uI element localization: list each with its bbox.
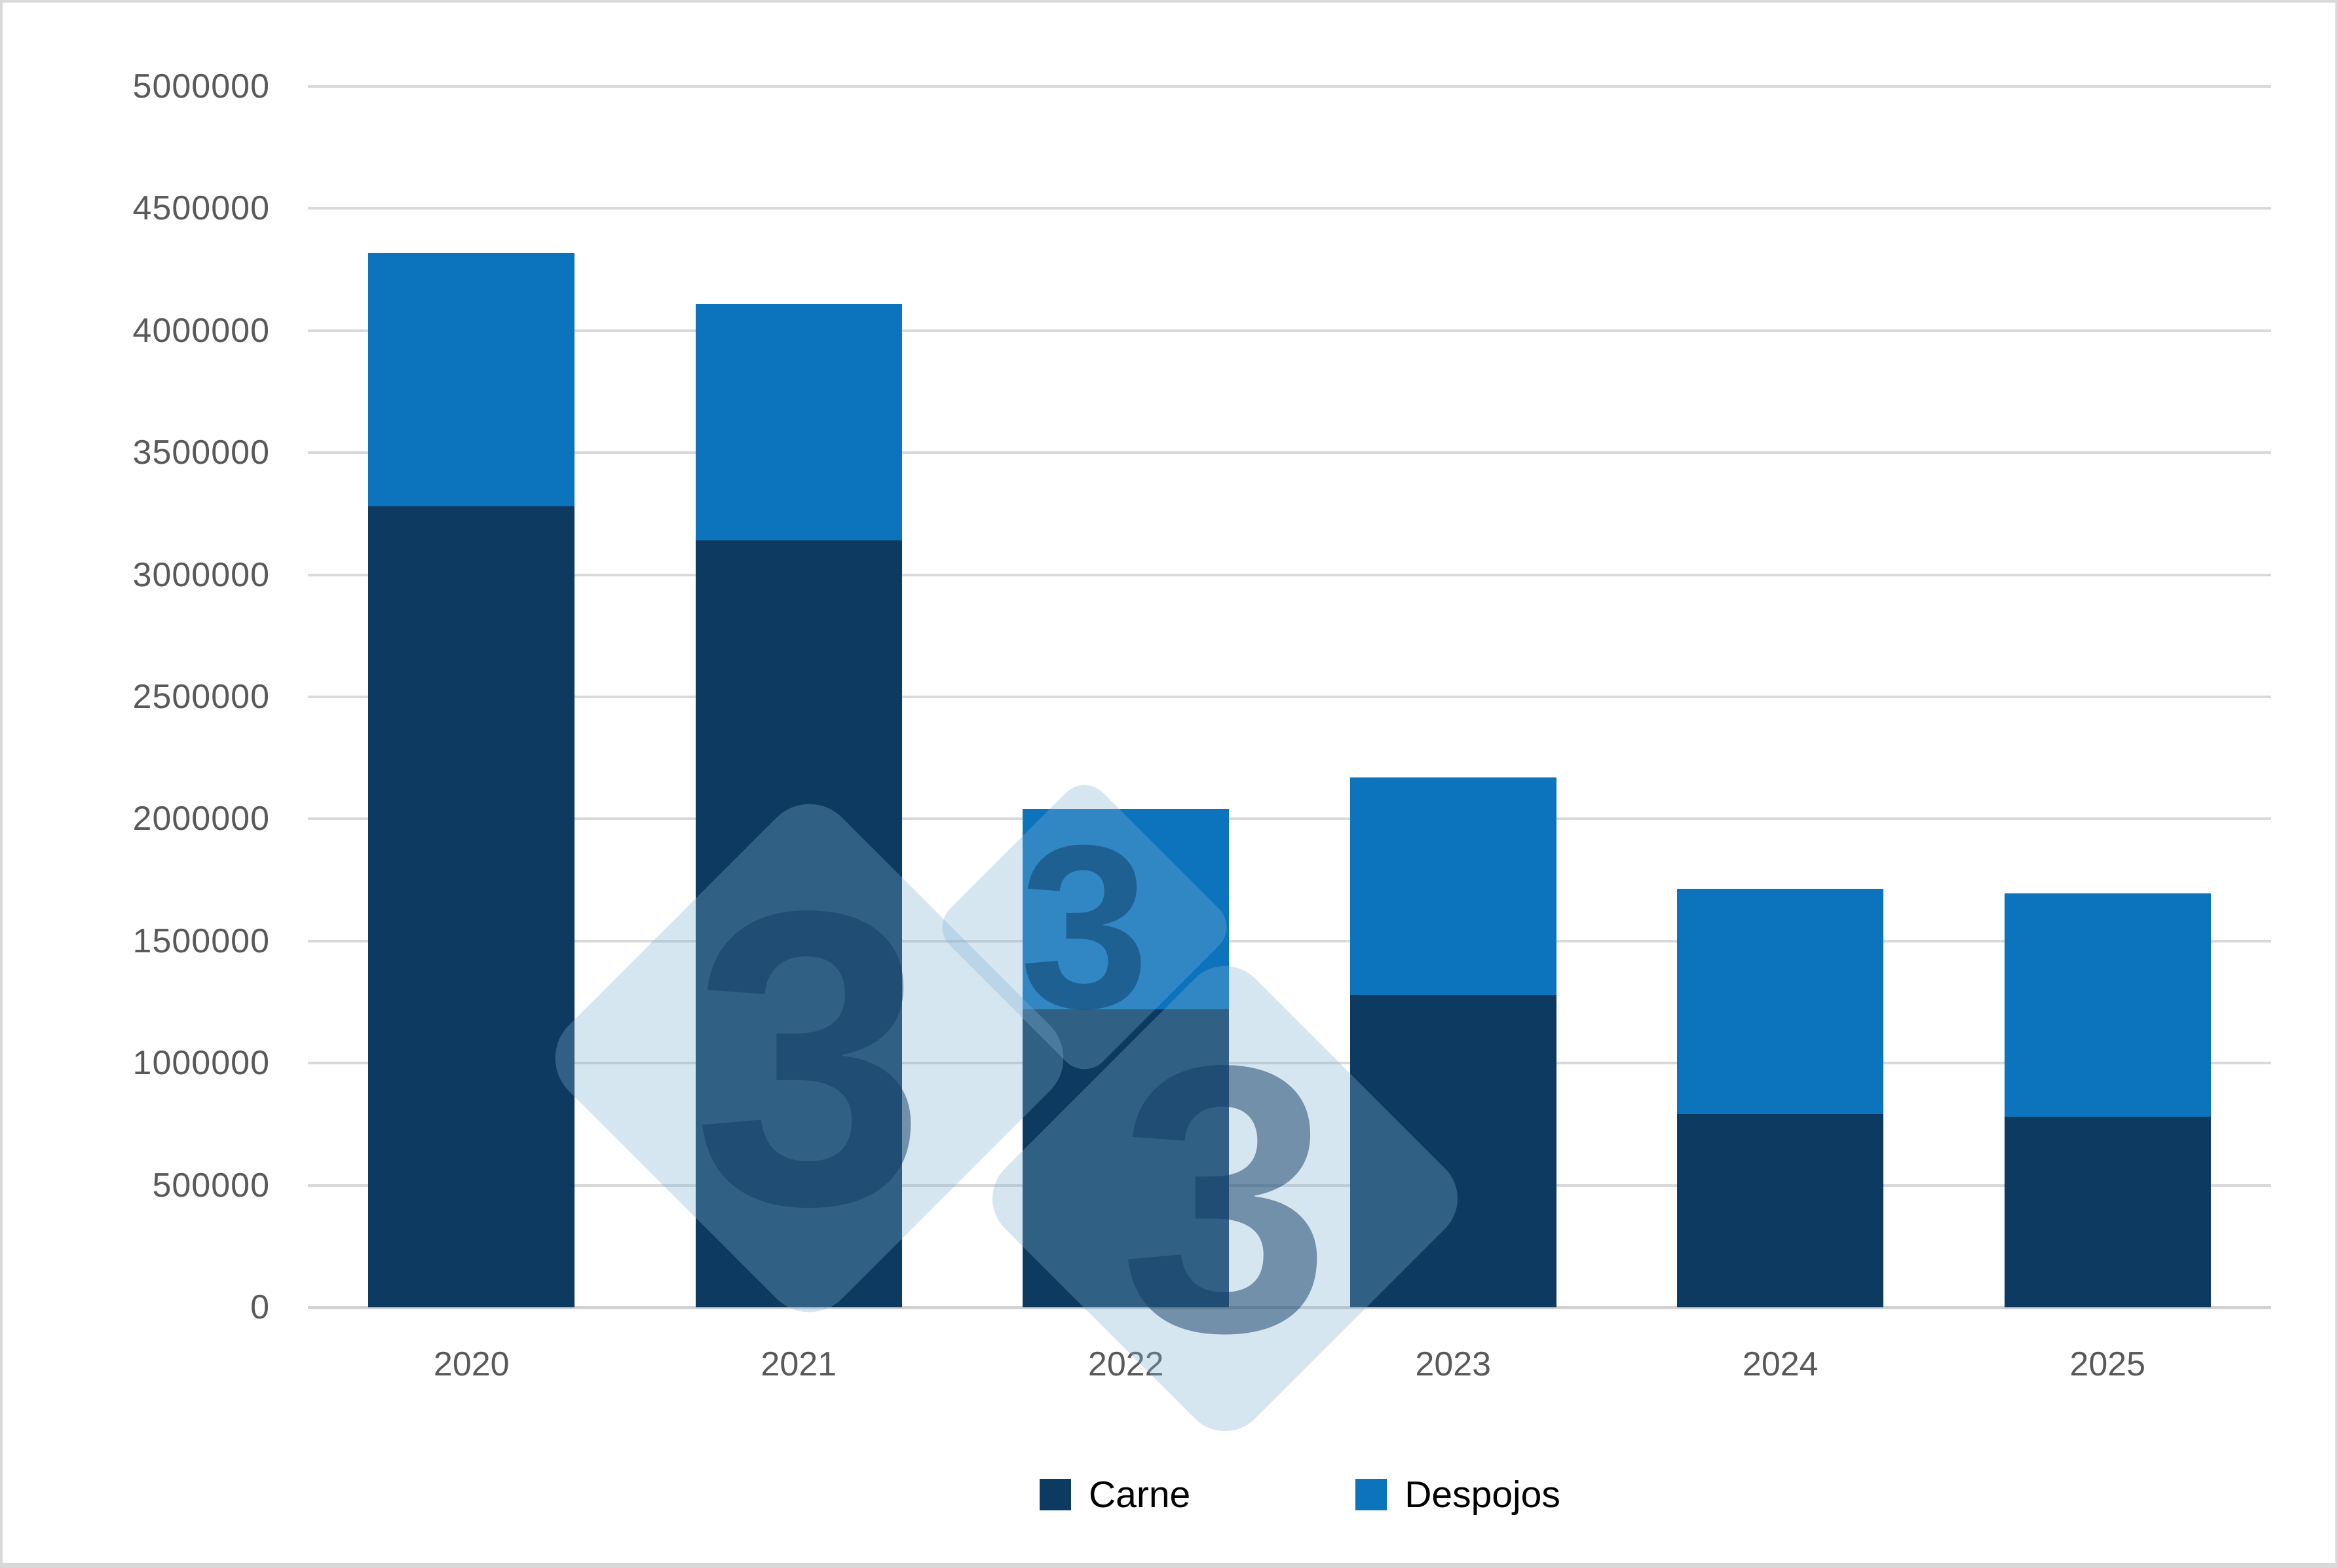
gridline (308, 939, 2271, 943)
bar-segment-despojos-2020 (368, 252, 575, 507)
y-axis-tick-label: 3000000 (132, 555, 270, 594)
gridline (308, 696, 2271, 698)
gridline (308, 1184, 2271, 1187)
y-axis-tick-label: 0 (250, 1288, 270, 1326)
legend-swatch-carne (1040, 1479, 1071, 1510)
y-axis-tick-label: 2000000 (132, 800, 270, 838)
legend-item-carne: Carne (1040, 1474, 1190, 1516)
bar-segment-carne-2024 (1677, 1114, 1884, 1307)
bar-segment-carne-2020 (368, 506, 575, 1307)
y-axis-tick-label: 2500000 (132, 678, 270, 716)
gridline (308, 573, 2271, 576)
bar-segment-carne-2025 (2004, 1117, 2211, 1307)
bar-segment-despojos-2025 (2004, 893, 2211, 1117)
bar-segment-carne-2023 (1349, 994, 1556, 1307)
x-axis-line (308, 1306, 2271, 1309)
x-axis-tick-label: 2020 (433, 1345, 510, 1383)
gridline (308, 329, 2271, 332)
gridline (308, 85, 2271, 88)
y-axis-tick-label: 4500000 (132, 189, 270, 228)
y-axis-tick-label: 4000000 (132, 311, 270, 350)
x-axis-tick-label: 2024 (1742, 1345, 1819, 1383)
bar-segment-carne-2021 (695, 540, 902, 1307)
y-axis-tick-label: 1000000 (132, 1044, 270, 1083)
bar-segment-despojos-2023 (1349, 777, 1556, 995)
legend-item-despojos: Despojos (1355, 1474, 1560, 1516)
y-axis-tick-label: 3500000 (132, 434, 270, 472)
gridline (308, 1062, 2271, 1065)
x-axis-tick-label: 2023 (1415, 1345, 1492, 1383)
legend-label-despojos: Despojos (1405, 1474, 1560, 1516)
y-axis-tick-label: 500000 (152, 1166, 270, 1204)
bar-segment-despojos-2021 (695, 303, 902, 541)
x-axis-tick-label: 2021 (761, 1345, 837, 1383)
x-axis-tick-label: 2025 (2069, 1345, 2146, 1383)
gridline (308, 207, 2271, 210)
x-axis-tick-label: 2022 (1087, 1345, 1164, 1383)
legend-label-carne: Carne (1089, 1474, 1191, 1516)
gridline (308, 817, 2271, 821)
legend: Carne Despojos (1040, 1474, 1560, 1516)
bar-segment-despojos-2024 (1677, 888, 1884, 1115)
gridline (308, 451, 2271, 455)
bar-segment-despojos-2022 (1023, 809, 1230, 1010)
y-axis-tick-label: 5000000 (132, 67, 270, 105)
y-axis-tick-label: 1500000 (132, 922, 270, 960)
legend-swatch-despojos (1355, 1479, 1387, 1510)
bar-segment-carne-2022 (1023, 1009, 1230, 1307)
